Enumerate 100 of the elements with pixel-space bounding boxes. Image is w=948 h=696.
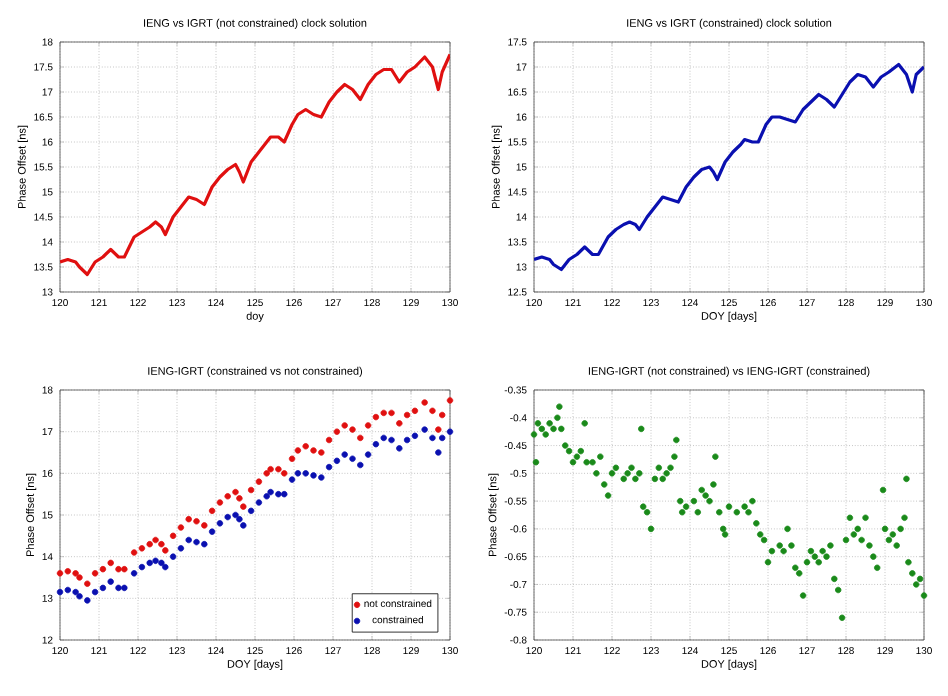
point <box>388 409 395 417</box>
point <box>177 545 185 552</box>
point <box>56 570 64 577</box>
point <box>372 440 380 448</box>
point <box>439 434 446 442</box>
point <box>310 472 317 479</box>
point <box>216 520 224 527</box>
point <box>429 434 436 442</box>
point <box>162 547 169 554</box>
point <box>263 470 270 477</box>
point <box>435 426 442 433</box>
point <box>208 528 216 535</box>
point <box>333 428 341 435</box>
point <box>208 507 216 515</box>
point <box>185 536 192 544</box>
point <box>146 540 153 548</box>
point <box>201 522 208 529</box>
point <box>341 422 348 429</box>
point <box>318 474 325 481</box>
point <box>91 588 99 596</box>
point <box>396 445 403 452</box>
point <box>169 532 177 540</box>
point <box>421 426 428 433</box>
point <box>281 470 288 477</box>
point <box>201 540 208 548</box>
point <box>325 436 333 444</box>
point <box>446 428 454 435</box>
point <box>364 422 372 429</box>
point <box>380 409 387 417</box>
point <box>372 413 380 421</box>
point <box>403 436 411 444</box>
point <box>64 568 71 575</box>
point <box>99 565 107 573</box>
point <box>263 493 270 500</box>
point <box>56 588 64 596</box>
point <box>411 432 419 440</box>
point <box>275 465 282 473</box>
point <box>115 584 122 592</box>
point <box>185 515 192 523</box>
point <box>158 559 165 567</box>
point <box>310 447 317 454</box>
point <box>396 420 403 427</box>
point <box>341 451 348 458</box>
point <box>130 570 138 577</box>
point <box>193 538 200 546</box>
point <box>357 461 364 469</box>
point <box>240 503 247 510</box>
point <box>267 465 274 473</box>
point <box>302 443 309 450</box>
point <box>158 540 165 548</box>
point <box>121 565 128 573</box>
point <box>152 536 159 544</box>
point <box>349 426 356 433</box>
point <box>333 457 341 465</box>
point <box>288 455 296 462</box>
point <box>421 399 428 406</box>
point <box>146 559 153 567</box>
point <box>99 584 107 592</box>
point <box>302 470 309 477</box>
point <box>403 411 411 419</box>
point <box>275 490 282 498</box>
point <box>76 593 83 600</box>
point <box>236 495 243 502</box>
point <box>439 411 446 419</box>
point <box>357 434 364 442</box>
point <box>84 597 91 604</box>
point <box>380 434 387 442</box>
point <box>232 511 239 519</box>
point <box>294 470 302 477</box>
point <box>169 553 177 560</box>
point <box>446 397 454 404</box>
point <box>388 436 395 444</box>
point <box>224 493 231 500</box>
point <box>193 518 200 525</box>
point <box>121 584 128 592</box>
point <box>224 513 231 521</box>
point <box>411 407 419 415</box>
point <box>76 574 83 581</box>
point <box>162 563 169 571</box>
point <box>294 447 302 454</box>
point <box>138 563 146 571</box>
point <box>72 570 79 577</box>
point <box>349 455 356 462</box>
point <box>91 570 99 577</box>
point <box>232 488 239 496</box>
point <box>255 478 263 485</box>
point <box>325 463 333 471</box>
point <box>240 522 247 529</box>
point <box>177 524 185 531</box>
point <box>288 476 296 483</box>
point <box>247 507 255 515</box>
point <box>138 545 146 552</box>
point <box>267 488 274 496</box>
point <box>107 559 114 567</box>
point <box>435 449 442 456</box>
point <box>152 557 159 565</box>
point <box>281 490 288 498</box>
point <box>318 449 325 456</box>
point <box>236 515 243 523</box>
line-series <box>60 52 450 277</box>
